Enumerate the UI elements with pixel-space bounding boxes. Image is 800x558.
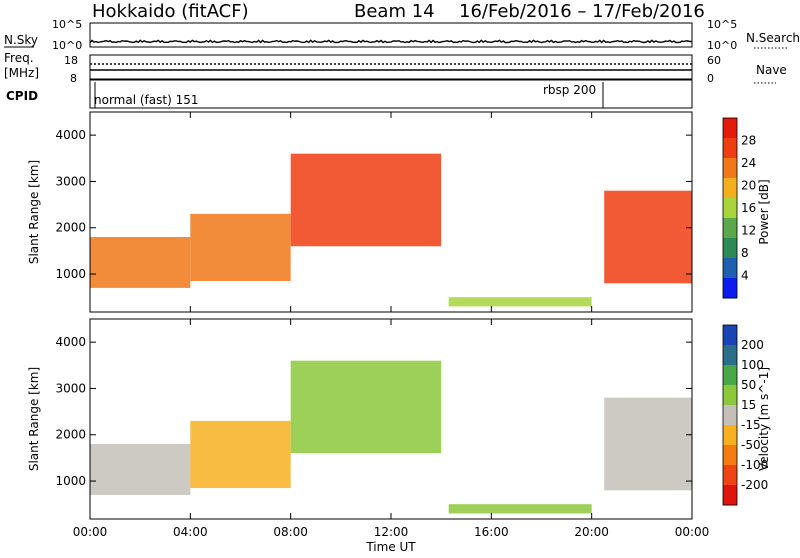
power-echo-region: [604, 190, 692, 284]
velocity-y-axis-title: Slant Range [km]: [27, 367, 41, 471]
velocity-colorbar-tick-label: 100: [741, 358, 764, 372]
power-colorbar-segment: [723, 218, 737, 239]
cpid-label: CPID: [6, 89, 38, 103]
velocity-colorbar-frame: [722, 324, 738, 506]
power-colorbar-segment: [723, 278, 737, 299]
power-y-axis-title: Slant Range [km]: [27, 160, 41, 264]
velocity-echo-region: [190, 420, 291, 488]
power-y-ticks: 1000 2000 3000 4000: [55, 128, 692, 281]
nsky-tick-low: 10^0: [52, 39, 82, 52]
velocity-y-ticks: 1000 2000 3000 4000: [55, 335, 692, 488]
x-tick-label: 00:00: [675, 525, 710, 539]
date-range-label: 16/Feb/2016 – 17/Feb/2016: [459, 1, 705, 22]
power-colorbar-title: Power [dB]: [757, 179, 771, 244]
station-title: Hokkaido (fitACF): [92, 1, 249, 22]
velocity-colorbar-segment: [723, 385, 737, 406]
velocity-colorbar-title: Velocity [m s^-1]: [757, 367, 771, 471]
velocity-echo-region: [448, 504, 592, 514]
power-panel: 1000 2000 3000 4000 Slant Range [km] 28 24 20…: [27, 111, 771, 313]
velocity-echo-region: [604, 397, 692, 491]
velocity-colorbar-tick-label: -100: [741, 458, 768, 472]
power-colorbar-segment: [723, 198, 737, 219]
x-tick-label: 00:00: [73, 525, 108, 539]
x-tick-label: 04:00: [173, 525, 208, 539]
power-colorbar-tick-label: 4: [741, 269, 749, 283]
nsearch-tick-low: 10^0: [707, 39, 737, 52]
velocity-colorbar-tick-label: -15: [741, 418, 761, 432]
nave-tick-high: 60: [707, 54, 721, 67]
velocity-echo-region: [290, 360, 442, 454]
velocity-y-tick-label: 3000: [55, 381, 86, 395]
power-colorbar: 28 24 20 16 12 8 4: [722, 117, 756, 299]
velocity-colorbar-segment: [723, 465, 737, 486]
cpid-mode-right: rbsp 200: [543, 83, 596, 97]
cpid-panel: CPID normal (fast) 151 rbsp 200: [6, 79, 693, 109]
nsky-trace: [89, 39, 692, 44]
power-colorbar-segment: [723, 238, 737, 259]
freq-panel: Freq. [MHz] 18 8 60 0 Nave: [4, 51, 787, 85]
power-colorbar-tick-label: 24: [741, 156, 756, 170]
velocity-echo-regions: [90, 360, 692, 514]
freq-tick-low: 8: [70, 72, 77, 85]
freq-label-line1: Freq.: [4, 51, 34, 65]
velocity-colorbar-segment: [723, 445, 737, 466]
power-y-tick-label: 2000: [55, 221, 86, 235]
freq-tick-high: 18: [64, 54, 78, 67]
velocity-colorbar-tick-label: 15: [741, 398, 756, 412]
x-axis: 00:00 04:00 08:00 12:00 16:00 20:00 00:00: [73, 112, 710, 539]
power-echo-regions: [90, 153, 692, 307]
power-colorbar-segment: [723, 158, 737, 179]
velocity-colorbar-segment: [723, 405, 737, 426]
nsearch-tick-high: 10^5: [707, 18, 737, 31]
power-colorbar-tick-label: 20: [741, 179, 756, 193]
velocity-colorbar-tick-label: 50: [741, 378, 756, 392]
power-colorbar-segment: [723, 178, 737, 199]
velocity-colorbar: 200 100 50 15 -15 -50 -100 -200: [722, 324, 768, 506]
power-colorbar-segment: [723, 258, 737, 279]
velocity-colorbar-tick-label: -200: [741, 478, 768, 492]
velocity-y-tick-label: 2000: [55, 428, 86, 442]
velocity-colorbar-segment: [723, 325, 737, 346]
cpid-mode-left: normal (fast) 151: [94, 93, 198, 107]
power-colorbar-frame: [722, 117, 738, 299]
power-y-tick-label: 3000: [55, 174, 86, 188]
nave-label: Nave: [756, 63, 787, 77]
nsky-panel: N.Sky 10^5 10^0 10^5 10^0 N.Search: [4, 18, 800, 52]
power-y-tick-label: 4000: [55, 128, 86, 142]
power-y-tick-label: 1000: [55, 267, 86, 281]
power-echo-region: [290, 153, 442, 247]
power-colorbar-tick-label: 16: [741, 201, 756, 215]
velocity-y-tick-label: 4000: [55, 335, 86, 349]
velocity-colorbar-tick-label: -50: [741, 438, 761, 452]
nsearch-label: N.Search: [746, 31, 800, 45]
nsky-tick-high: 10^5: [52, 18, 82, 31]
power-echo-region: [448, 297, 592, 307]
x-tick-label: 20:00: [574, 525, 609, 539]
power-colorbar-tick-label: 28: [741, 134, 756, 148]
power-echo-region: [90, 237, 191, 288]
velocity-panel: 1000 2000 3000 4000 Slant Range [km] 200 100…: [27, 318, 771, 520]
x-tick-label: 16:00: [474, 525, 509, 539]
x-tick-label: 12:00: [374, 525, 409, 539]
power-colorbar-tick-label: 8: [741, 246, 749, 260]
nsky-label: N.Sky: [4, 33, 38, 47]
velocity-colorbar-segment: [723, 485, 737, 506]
beam-label: Beam 14: [354, 1, 435, 22]
power-colorbar-tick-label: 12: [741, 224, 756, 238]
velocity-echo-region: [90, 444, 191, 495]
velocity-y-tick-label: 1000: [55, 474, 86, 488]
velocity-colorbar-tick-label: 200: [741, 338, 764, 352]
x-tick-label: 08:00: [273, 525, 308, 539]
x-axis-title: Time UT: [365, 540, 416, 554]
nave-tick-low: 0: [707, 72, 714, 85]
velocity-colorbar-segment: [723, 345, 737, 366]
velocity-colorbar-segment: [723, 425, 737, 446]
power-colorbar-segment: [723, 118, 737, 139]
power-colorbar-segment: [723, 138, 737, 159]
power-echo-region: [190, 213, 291, 281]
velocity-colorbar-segment: [723, 365, 737, 386]
freq-label-line2: [MHz]: [4, 66, 39, 80]
